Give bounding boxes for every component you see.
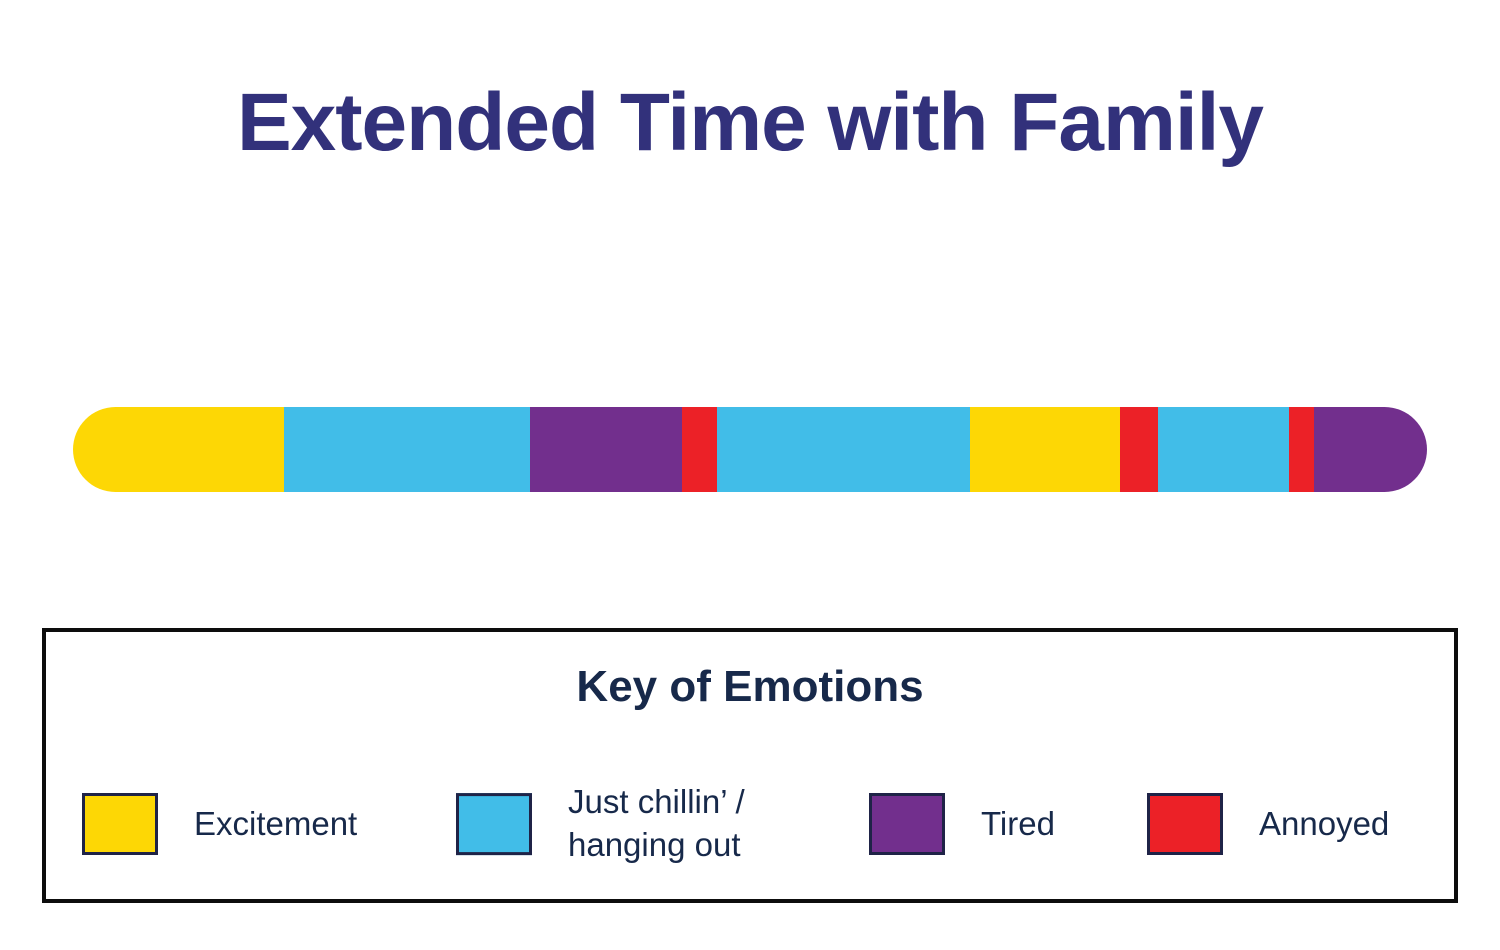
annoyed-color-swatch <box>1147 793 1223 855</box>
legend-item-label: Just chillin’ / hanging out <box>568 783 745 863</box>
legend-item-annoyed: Annoyed <box>1147 793 1389 855</box>
tired-color-swatch <box>869 793 945 855</box>
legend-item-tired: Tired <box>869 793 1055 855</box>
bar-segment-annoyed <box>1289 407 1314 492</box>
legend-box: Key of Emotions Excitement Just chillin’… <box>42 628 1458 903</box>
legend-item-chillin: Just chillin’ / hanging out <box>456 781 745 867</box>
page-title: Extended Time with Family <box>236 77 1264 168</box>
legend-item-label: Annoyed <box>1259 804 1390 842</box>
legend-item-label: Excitement <box>194 804 358 842</box>
bar-segment-annoyed <box>1120 407 1158 492</box>
legend-item-label: Tired <box>981 804 1055 842</box>
bar-segment-chillin <box>717 407 970 492</box>
bar-segment-chillin <box>1158 407 1289 492</box>
bar-segment-tired <box>530 407 682 492</box>
bar-segment-annoyed <box>682 407 717 492</box>
bar-segment-excitement <box>73 407 284 492</box>
bar-segment-excitement <box>970 407 1120 492</box>
excitement-color-swatch <box>82 793 158 855</box>
timeline-bar <box>73 407 1427 492</box>
bar-segment-tired <box>1314 407 1427 492</box>
legend-item-excitement: Excitement <box>82 793 357 855</box>
legend-title: Key of Emotions <box>576 662 924 711</box>
bar-segment-chillin <box>284 407 530 492</box>
chillin-color-swatch <box>456 793 532 855</box>
